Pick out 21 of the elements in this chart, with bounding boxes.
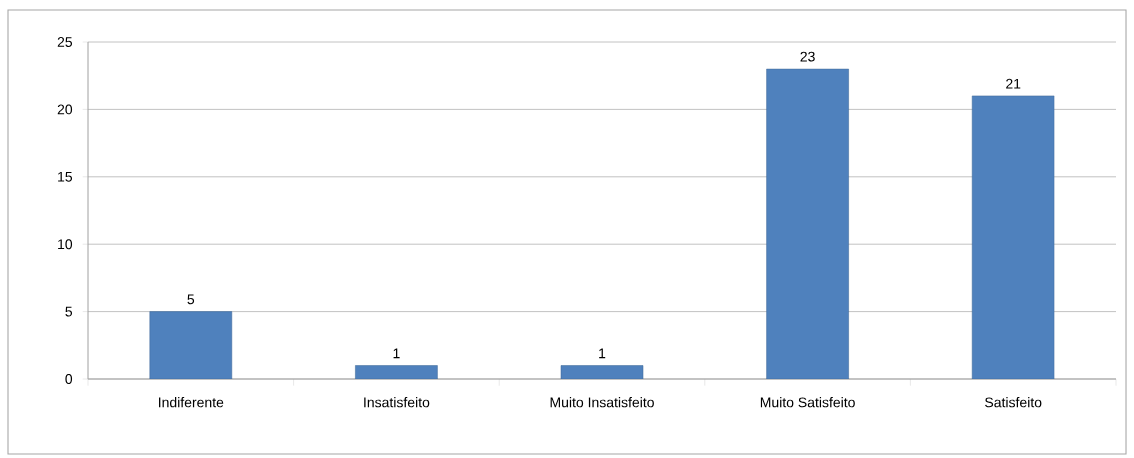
y-tick-label: 10	[58, 239, 73, 250]
y-tick-label: 5	[65, 306, 73, 317]
data-label: 21	[1006, 78, 1021, 89]
x-tick-label: Muito Insatisfeito	[550, 397, 654, 408]
data-label: 1	[393, 348, 400, 359]
data-label: 23	[800, 51, 815, 62]
bar	[560, 365, 644, 379]
x-tick-label: Muito Satisfeito	[760, 397, 855, 408]
y-tick-label: 0	[65, 374, 73, 384]
bar	[971, 95, 1055, 379]
bar	[149, 311, 233, 379]
y-tick-label: 15	[58, 171, 73, 182]
data-label: 5	[187, 294, 195, 305]
bar	[766, 68, 849, 379]
x-tick-label: Indiferente	[159, 397, 224, 408]
x-tick-label: Insatisfeito	[364, 397, 430, 408]
y-tick-label: 25	[57, 37, 73, 47]
bar	[355, 365, 438, 379]
x-tick-label: Satisfeito	[985, 397, 1042, 408]
data-label: 1	[599, 348, 606, 359]
y-tick-label: 20	[57, 104, 73, 115]
